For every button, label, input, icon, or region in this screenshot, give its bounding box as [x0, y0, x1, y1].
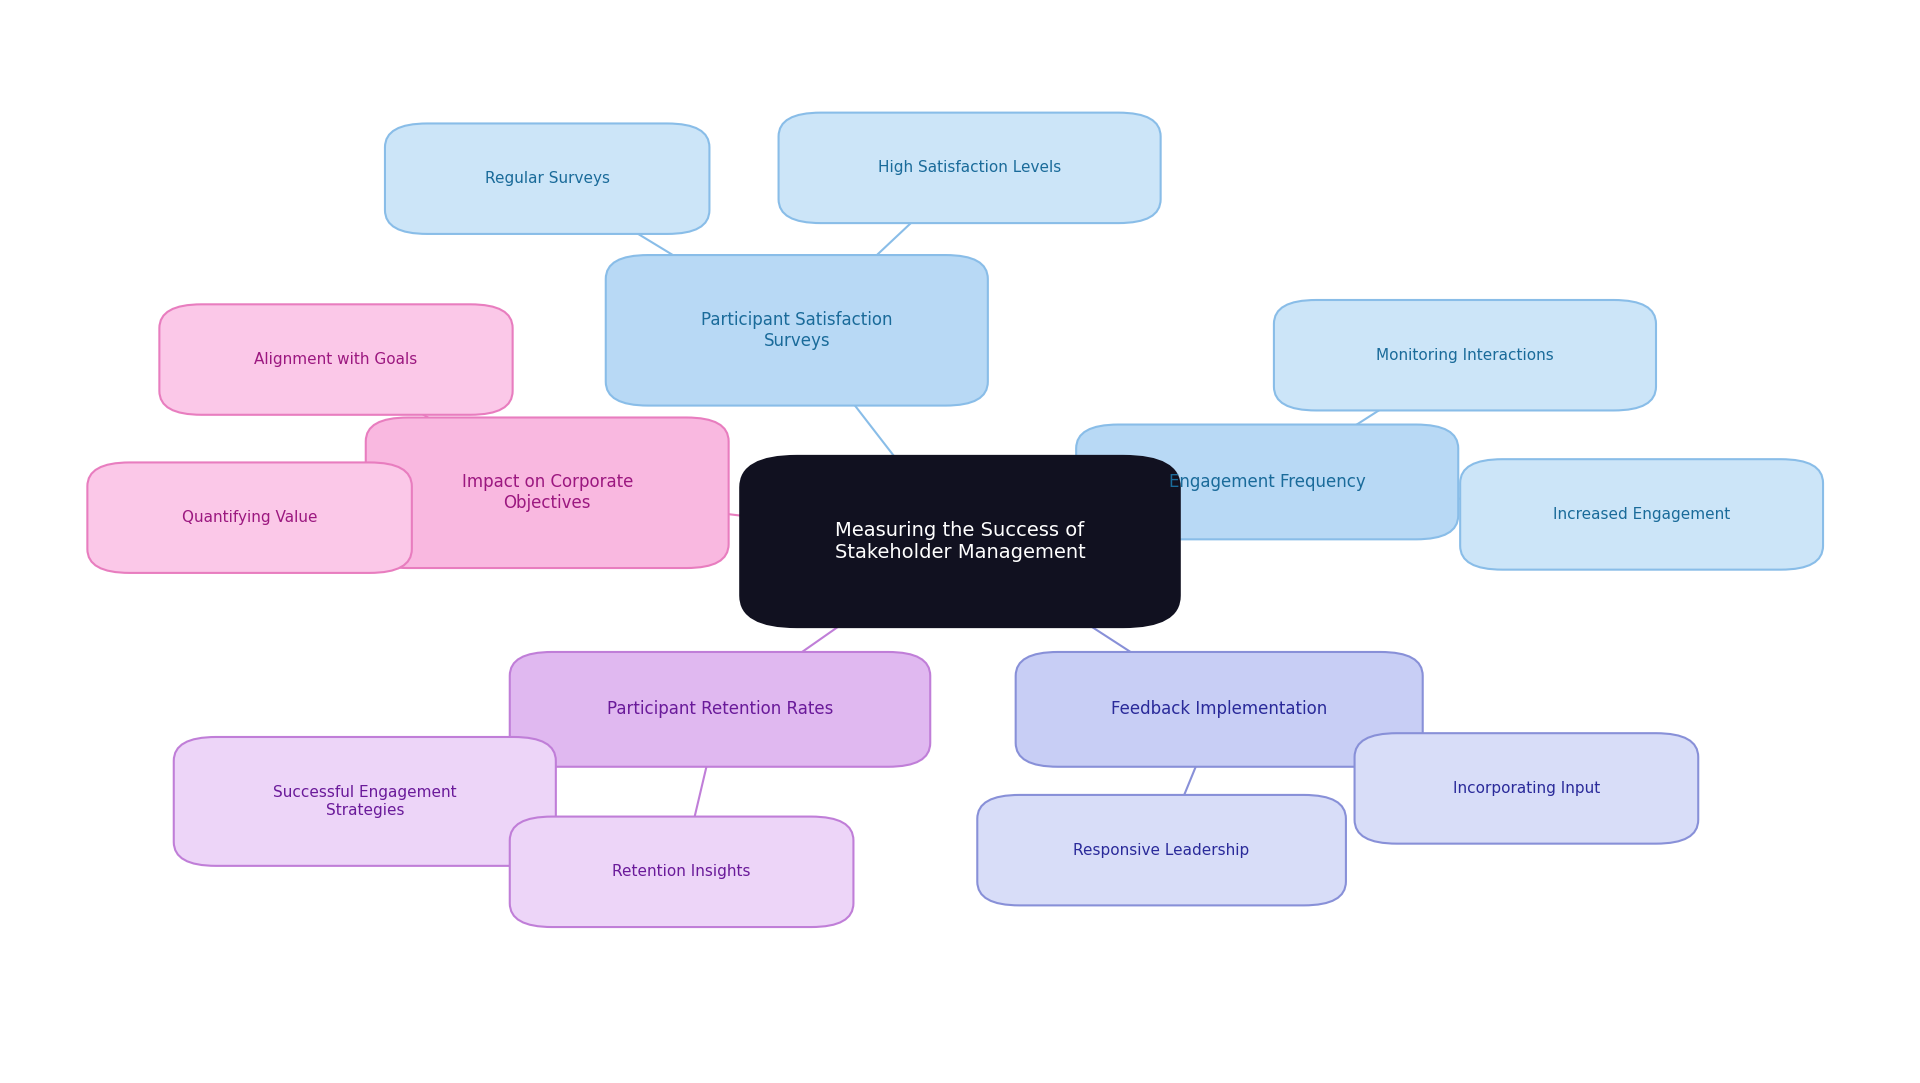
- FancyBboxPatch shape: [1356, 733, 1699, 844]
- Text: Feedback Implementation: Feedback Implementation: [1112, 701, 1327, 718]
- FancyBboxPatch shape: [509, 652, 929, 767]
- FancyBboxPatch shape: [159, 304, 513, 415]
- Text: Measuring the Success of
Stakeholder Management: Measuring the Success of Stakeholder Man…: [835, 521, 1085, 562]
- Text: Impact on Corporate
Objectives: Impact on Corporate Objectives: [461, 473, 634, 512]
- FancyBboxPatch shape: [977, 795, 1346, 905]
- FancyBboxPatch shape: [1275, 300, 1655, 410]
- FancyBboxPatch shape: [509, 817, 852, 927]
- Text: Regular Surveys: Regular Surveys: [484, 171, 611, 186]
- FancyBboxPatch shape: [605, 256, 987, 406]
- FancyBboxPatch shape: [1459, 459, 1824, 570]
- Text: Responsive Leadership: Responsive Leadership: [1073, 843, 1250, 858]
- Text: Quantifying Value: Quantifying Value: [182, 510, 317, 525]
- Text: High Satisfaction Levels: High Satisfaction Levels: [877, 160, 1062, 175]
- Text: Engagement Frequency: Engagement Frequency: [1169, 473, 1365, 491]
- Text: Successful Engagement
Strategies: Successful Engagement Strategies: [273, 785, 457, 818]
- FancyBboxPatch shape: [365, 417, 728, 567]
- Text: Alignment with Goals: Alignment with Goals: [253, 352, 419, 367]
- Text: Participant Satisfaction
Surveys: Participant Satisfaction Surveys: [701, 311, 893, 350]
- FancyBboxPatch shape: [88, 462, 411, 573]
- FancyBboxPatch shape: [780, 113, 1160, 223]
- FancyBboxPatch shape: [739, 455, 1181, 628]
- Text: Monitoring Interactions: Monitoring Interactions: [1377, 348, 1553, 363]
- FancyBboxPatch shape: [1016, 652, 1423, 767]
- FancyBboxPatch shape: [173, 736, 557, 866]
- Text: Increased Engagement: Increased Engagement: [1553, 507, 1730, 522]
- FancyBboxPatch shape: [1075, 425, 1459, 539]
- FancyBboxPatch shape: [384, 123, 708, 234]
- Text: Participant Retention Rates: Participant Retention Rates: [607, 701, 833, 718]
- Text: Retention Insights: Retention Insights: [612, 864, 751, 879]
- Text: Incorporating Input: Incorporating Input: [1453, 781, 1599, 796]
